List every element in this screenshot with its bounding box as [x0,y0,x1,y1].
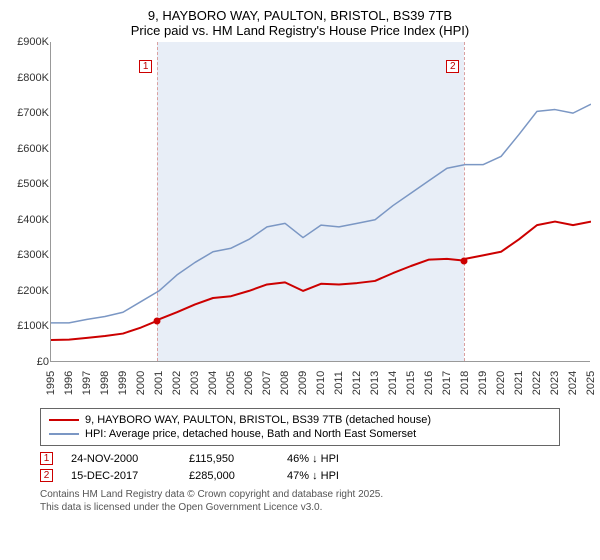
sale-row: 2 15-DEC-2017 £285,000 47% ↓ HPI [40,467,560,484]
x-tick-label: 2002 [171,371,183,395]
x-tick-label: 2025 [585,371,597,395]
x-tick-label: 2009 [297,371,309,395]
x-tick-label: 2023 [549,371,561,395]
legend-label: 9, HAYBORO WAY, PAULTON, BRISTOL, BS39 7… [85,414,431,426]
x-tick-label: 2014 [387,371,399,395]
sales-table: 1 24-NOV-2000 £115,950 46% ↓ HPI 2 15-DEC-201… [40,450,560,484]
x-tick-label: 2010 [315,371,327,395]
series-hpi [51,104,591,323]
sale-dot-2 [461,257,468,264]
sale-price: £285,000 [189,470,269,482]
x-tick-label: 2012 [351,371,363,395]
y-tick-label: £200K [11,285,49,297]
legend-item: HPI: Average price, detached house, Bath… [49,427,551,441]
x-tick-label: 2018 [459,371,471,395]
x-tick-label: 2006 [243,371,255,395]
y-tick-label: £900K [11,36,49,48]
x-tick-label: 2024 [567,371,579,395]
sale-row-marker: 2 [40,469,53,482]
x-tick-label: 2004 [207,371,219,395]
x-tick-label: 1999 [117,371,129,395]
footer-line-2: This data is licensed under the Open Gov… [40,501,560,514]
y-tick-label: £800K [11,72,49,84]
x-tick-label: 1997 [81,371,93,395]
legend-item: 9, HAYBORO WAY, PAULTON, BRISTOL, BS39 7… [49,413,551,427]
x-tick-label: 2015 [405,371,417,395]
sale-pct: 46% ↓ HPI [287,453,387,465]
chart-svg [51,42,591,362]
x-tick-label: 2008 [279,371,291,395]
x-tick-label: 1995 [45,371,57,395]
x-tick-label: 2000 [135,371,147,395]
x-tick-label: 2022 [531,371,543,395]
legend: 9, HAYBORO WAY, PAULTON, BRISTOL, BS39 7… [40,408,560,446]
x-tick-label: 2005 [225,371,237,395]
x-tick-label: 2020 [495,371,507,395]
sale-date: 15-DEC-2017 [71,470,171,482]
x-tick-label: 2007 [261,371,273,395]
chart-container: 9, HAYBORO WAY, PAULTON, BRISTOL, BS39 7… [0,0,600,520]
y-tick-label: £100K [11,320,49,332]
x-tick-label: 2003 [189,371,201,395]
title-address: 9, HAYBORO WAY, PAULTON, BRISTOL, BS39 7… [10,8,590,23]
x-tick-label: 2017 [441,371,453,395]
y-tick-label: £0 [11,356,49,368]
x-tick-label: 2013 [369,371,381,395]
title-block: 9, HAYBORO WAY, PAULTON, BRISTOL, BS39 7… [10,8,590,38]
sale-marker-2: 2 [446,60,459,73]
x-tick-label: 1998 [99,371,111,395]
x-tick-label: 2011 [333,371,345,395]
x-tick-label: 2001 [153,371,165,395]
legend-swatch [49,433,79,435]
plot-area: £0£100K£200K£300K£400K£500K£600K£700K£80… [50,42,590,362]
y-tick-label: £400K [11,214,49,226]
x-tick-label: 2021 [513,371,525,395]
sale-pct: 47% ↓ HPI [287,470,387,482]
footer-line-1: Contains HM Land Registry data © Crown c… [40,488,560,501]
sale-date: 24-NOV-2000 [71,453,171,465]
legend-swatch [49,419,79,421]
sale-dot-1 [154,317,161,324]
x-tick-label: 2016 [423,371,435,395]
sale-marker-1: 1 [139,60,152,73]
y-tick-label: £500K [11,178,49,190]
legend-label: HPI: Average price, detached house, Bath… [85,428,416,440]
chart-area: £0 £100K £200K £300K £400K £500K £600K £700K £80… [10,42,590,402]
sale-row-marker: 1 [40,452,53,465]
title-subtitle: Price paid vs. HM Land Registry's House … [10,23,590,38]
series-property [51,222,591,340]
x-tick-label: 2019 [477,371,489,395]
x-tick-label: 1996 [63,371,75,395]
sale-price: £115,950 [189,453,269,465]
footer: Contains HM Land Registry data © Crown c… [40,488,560,514]
y-tick-label: £300K [11,249,49,261]
y-tick-label: £600K [11,143,49,155]
sale-row: 1 24-NOV-2000 £115,950 46% ↓ HPI [40,450,560,467]
y-tick-label: £700K [11,107,49,119]
